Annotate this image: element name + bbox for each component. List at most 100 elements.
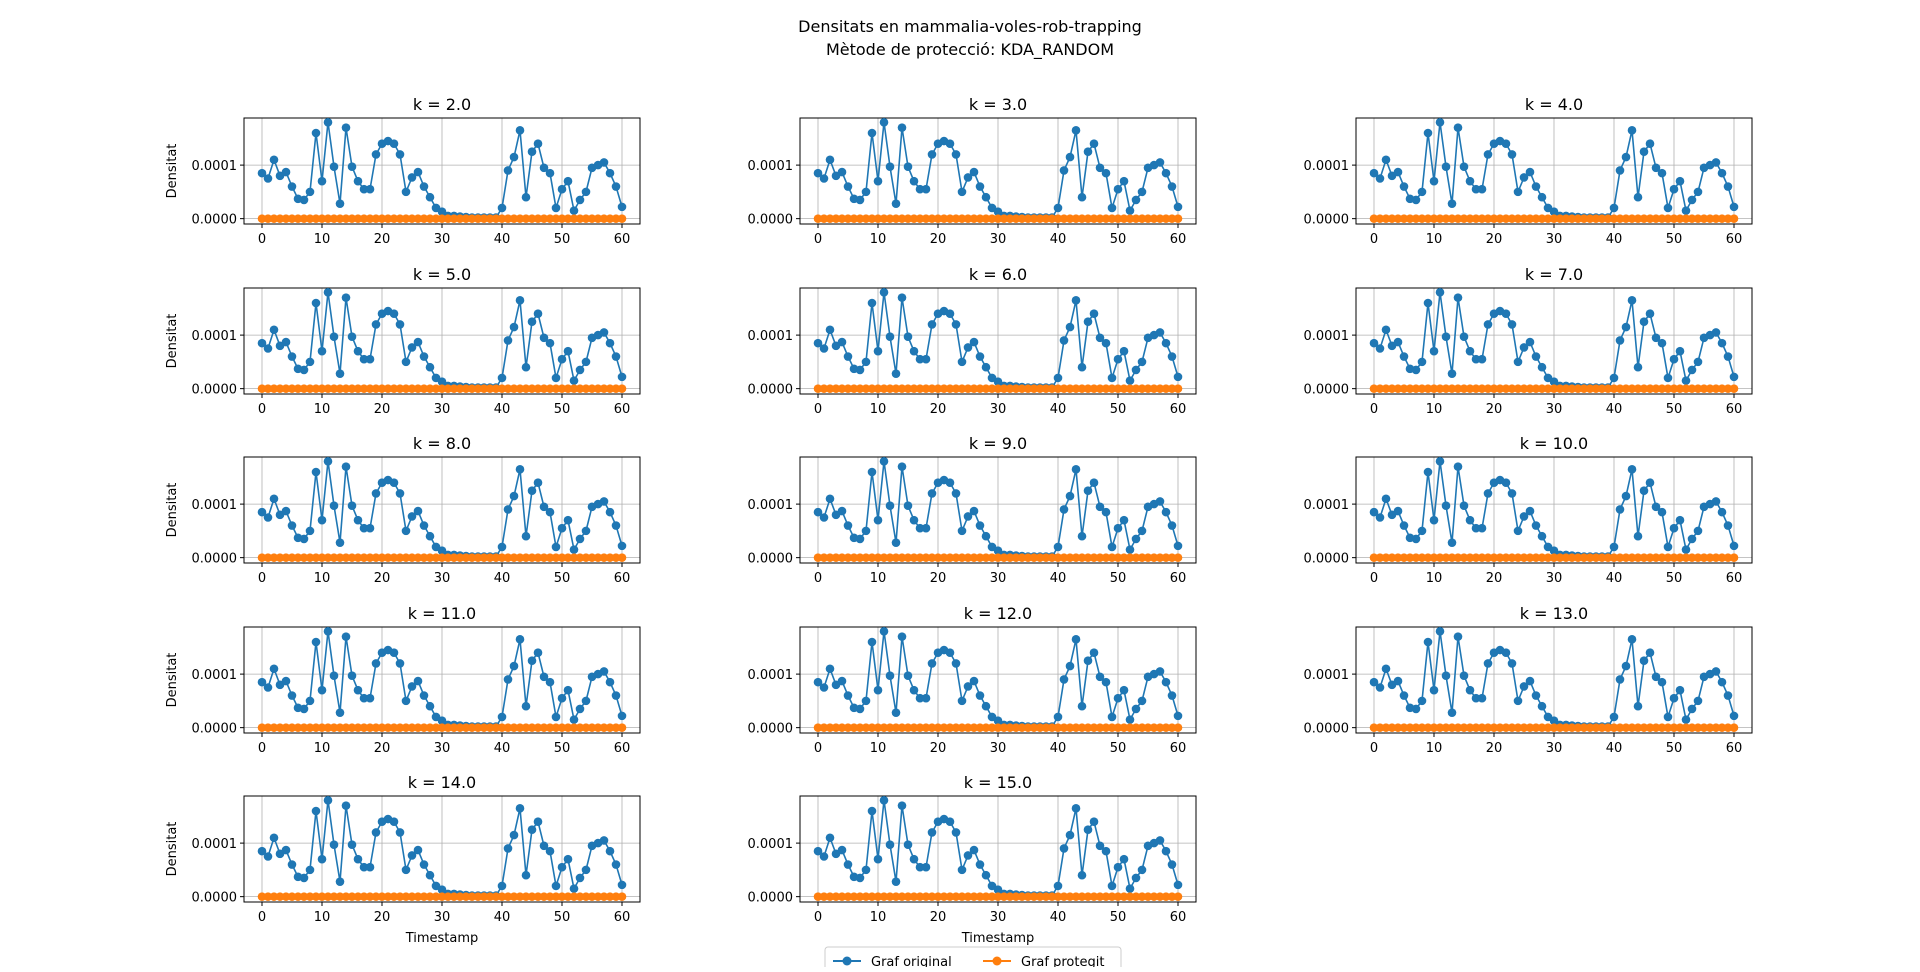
data-point (557, 184, 567, 194)
data-point (1059, 166, 1069, 175)
data-point (1173, 711, 1183, 721)
data-point (287, 352, 297, 361)
data-point (813, 677, 823, 687)
x-tick-label: 20 (374, 402, 391, 417)
x-tick-label: 50 (1666, 402, 1683, 417)
data-point (1089, 309, 1099, 318)
x-tick-label: 0 (258, 910, 266, 925)
data-point (371, 553, 381, 562)
data-point (521, 701, 531, 711)
data-point (1549, 553, 1559, 562)
data-point (1651, 384, 1661, 393)
data-point (1423, 723, 1433, 732)
data-point (1161, 846, 1171, 856)
x-tick-label: 40 (1606, 741, 1623, 756)
data-point (945, 648, 955, 657)
x-tick-label: 0 (814, 402, 822, 417)
data-point (837, 892, 847, 901)
data-point (1459, 553, 1469, 562)
data-point (281, 892, 291, 901)
data-point (1381, 384, 1391, 393)
data-point (1525, 676, 1535, 686)
data-point (575, 534, 585, 544)
data-point (335, 553, 345, 562)
data-point (1095, 502, 1105, 512)
data-point (431, 553, 441, 562)
data-point (891, 553, 901, 562)
data-point (927, 320, 937, 329)
data-point (581, 696, 591, 706)
data-point (365, 384, 375, 393)
data-point (269, 384, 279, 393)
data-point (461, 384, 471, 393)
data-point (1555, 553, 1565, 562)
data-point (873, 854, 883, 864)
x-tick-label: 10 (314, 232, 331, 247)
data-point (1107, 203, 1117, 213)
data-point (419, 553, 429, 562)
data-point (921, 892, 931, 901)
data-point (1579, 214, 1589, 223)
data-point (1579, 723, 1589, 732)
data-point (335, 199, 345, 208)
data-point (395, 150, 405, 159)
data-point (263, 553, 273, 562)
data-point (521, 192, 531, 202)
data-point (1675, 685, 1685, 695)
data-point (371, 320, 381, 329)
data-point (1591, 553, 1601, 562)
data-point (1429, 346, 1439, 356)
data-point (599, 836, 609, 845)
data-point (413, 553, 423, 562)
data-point (1101, 846, 1111, 856)
x-tick-label: 60 (1726, 402, 1743, 417)
data-point (1579, 384, 1589, 393)
data-point (987, 723, 997, 732)
data-point (413, 676, 423, 686)
data-point (969, 167, 979, 177)
data-point (1507, 659, 1517, 668)
data-point (1609, 723, 1619, 732)
data-point (281, 214, 291, 223)
data-point (497, 373, 507, 383)
data-point (1083, 384, 1093, 393)
data-point (903, 723, 913, 732)
data-point (401, 723, 411, 732)
x-tick-label: 10 (1426, 232, 1443, 247)
data-point (323, 723, 333, 732)
data-point (1137, 526, 1147, 536)
data-point (335, 877, 345, 886)
data-point (1651, 163, 1661, 173)
y-axis-label: Densitat (165, 144, 180, 199)
data-point (843, 214, 853, 223)
data-point (1627, 126, 1637, 135)
subplot-title: k = 10.0 (1520, 434, 1588, 453)
data-point (879, 117, 889, 127)
data-point (1041, 553, 1051, 562)
data-point (975, 892, 985, 901)
data-point (1447, 384, 1457, 393)
data-point (1429, 723, 1439, 732)
data-point (975, 723, 985, 732)
data-point (1459, 332, 1469, 342)
data-point (1633, 384, 1643, 393)
data-point (1663, 542, 1673, 552)
data-point (1161, 338, 1171, 348)
data-point (1447, 199, 1457, 208)
x-tick-label: 0 (814, 910, 822, 925)
data-point (1531, 521, 1541, 530)
data-point (1507, 489, 1517, 498)
data-point (1167, 214, 1177, 223)
data-point (311, 723, 321, 732)
data-point (969, 384, 979, 393)
data-point (1161, 384, 1171, 393)
x-tick-label: 20 (1486, 741, 1503, 756)
data-point (933, 214, 943, 223)
data-point (849, 384, 859, 393)
data-point (1567, 553, 1577, 562)
data-point (1711, 553, 1721, 562)
data-point (491, 553, 501, 562)
data-point (1615, 384, 1625, 393)
data-point (951, 150, 961, 159)
data-point (1125, 723, 1135, 732)
